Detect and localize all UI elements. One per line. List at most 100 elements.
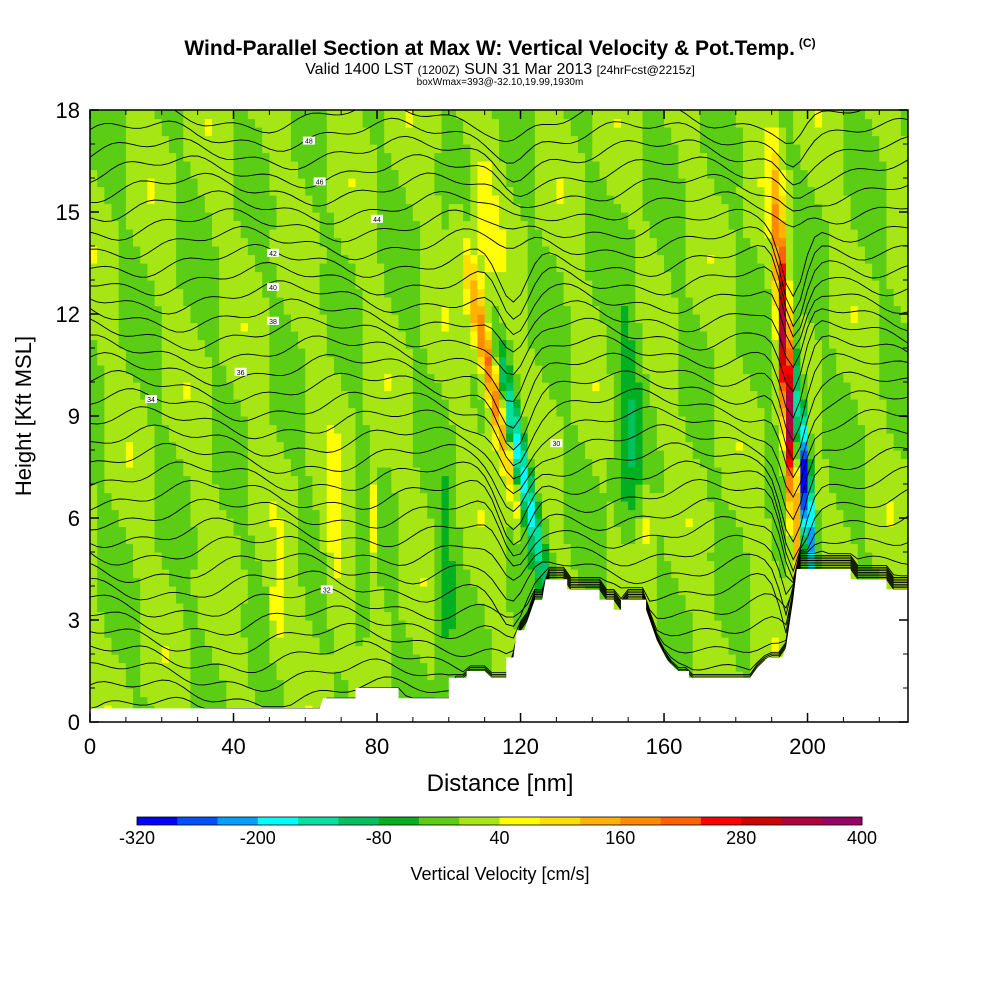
field-cell xyxy=(391,441,400,451)
field-cell xyxy=(448,569,457,579)
field-cell xyxy=(563,373,572,383)
field-cell xyxy=(391,305,400,315)
field-cell xyxy=(104,450,113,460)
field-cell xyxy=(455,322,464,332)
field-cell xyxy=(520,356,529,366)
field-cell xyxy=(262,492,270,502)
field-cell xyxy=(204,688,213,698)
field-cell xyxy=(362,373,371,383)
field-cell xyxy=(183,577,192,587)
field-cell xyxy=(427,475,436,485)
field-cell xyxy=(398,127,407,137)
field-cell xyxy=(319,331,328,341)
field-cell xyxy=(391,501,400,511)
field-cell xyxy=(312,458,321,468)
field-cell xyxy=(125,569,134,579)
field-cell xyxy=(168,586,177,596)
field-cell xyxy=(542,186,550,196)
field-cell xyxy=(384,178,392,188)
field-cell xyxy=(125,382,134,392)
field-cell xyxy=(542,382,550,392)
field-cell xyxy=(283,246,292,256)
field-cell xyxy=(377,144,385,154)
field-cell xyxy=(470,203,479,213)
field-cell xyxy=(312,135,321,145)
field-cell xyxy=(398,620,407,630)
field-cell xyxy=(513,246,522,256)
field-cell xyxy=(204,458,213,468)
field-cell xyxy=(448,118,457,128)
field-cell xyxy=(226,356,235,366)
field-cell xyxy=(183,603,192,613)
field-cell xyxy=(398,475,407,485)
field-cell xyxy=(491,195,500,205)
field-cell xyxy=(491,305,500,315)
field-cell xyxy=(470,577,479,587)
field-cell xyxy=(463,501,471,511)
field-cell xyxy=(97,373,105,383)
field-cell xyxy=(104,212,113,222)
field-cell xyxy=(133,144,141,154)
field-cell xyxy=(147,492,156,502)
field-cell xyxy=(233,441,242,451)
field-cell xyxy=(348,628,357,638)
field-cell xyxy=(434,450,443,460)
field-cell xyxy=(333,263,342,273)
field-cell xyxy=(262,127,270,137)
field-cell xyxy=(269,169,278,179)
field-cell xyxy=(133,280,141,290)
field-cell xyxy=(484,161,493,171)
field-cell xyxy=(154,152,163,162)
field-cell xyxy=(240,475,249,485)
field-cell xyxy=(577,246,586,256)
field-cell xyxy=(168,331,177,341)
field-cell xyxy=(341,135,349,145)
field-cell xyxy=(276,220,285,230)
field-cell xyxy=(398,399,407,409)
field-cell xyxy=(133,492,141,502)
field-cell xyxy=(341,220,349,230)
field-cell xyxy=(247,535,256,545)
field-cell xyxy=(391,594,400,604)
field-cell xyxy=(491,620,500,630)
field-cell xyxy=(290,356,299,366)
field-cell xyxy=(384,526,392,536)
field-cell xyxy=(290,407,299,417)
field-cell xyxy=(369,161,378,171)
field-cell xyxy=(563,178,572,188)
field-cell xyxy=(384,586,392,596)
field-cell xyxy=(398,297,407,307)
field-cell xyxy=(470,509,479,519)
field-cell xyxy=(283,399,292,409)
field-cell xyxy=(405,450,414,460)
field-cell xyxy=(233,186,242,196)
field-cell xyxy=(276,569,285,579)
field-cell xyxy=(491,509,500,519)
field-cell xyxy=(470,433,479,443)
field-cell xyxy=(362,356,371,366)
field-cell xyxy=(420,543,428,553)
field-cell xyxy=(455,314,464,324)
field-cell xyxy=(405,152,414,162)
field-cell xyxy=(348,492,357,502)
field-cell xyxy=(484,237,493,247)
field-cell xyxy=(298,679,306,689)
field-cell xyxy=(499,178,507,188)
field-cell xyxy=(355,603,364,613)
field-cell xyxy=(441,475,450,485)
field-cell xyxy=(255,637,263,647)
field-cell xyxy=(341,467,349,477)
field-cell xyxy=(326,178,335,188)
field-cell xyxy=(491,390,500,400)
field-cell xyxy=(326,620,335,630)
field-cell xyxy=(484,373,493,383)
field-cell xyxy=(384,169,392,179)
field-cell xyxy=(290,552,299,562)
field-cell xyxy=(118,288,127,298)
field-cell xyxy=(154,484,163,494)
field-cell xyxy=(491,144,500,154)
field-cell xyxy=(176,195,184,205)
field-cell xyxy=(211,246,220,256)
field-cell xyxy=(133,127,141,137)
field-cell xyxy=(204,254,213,264)
